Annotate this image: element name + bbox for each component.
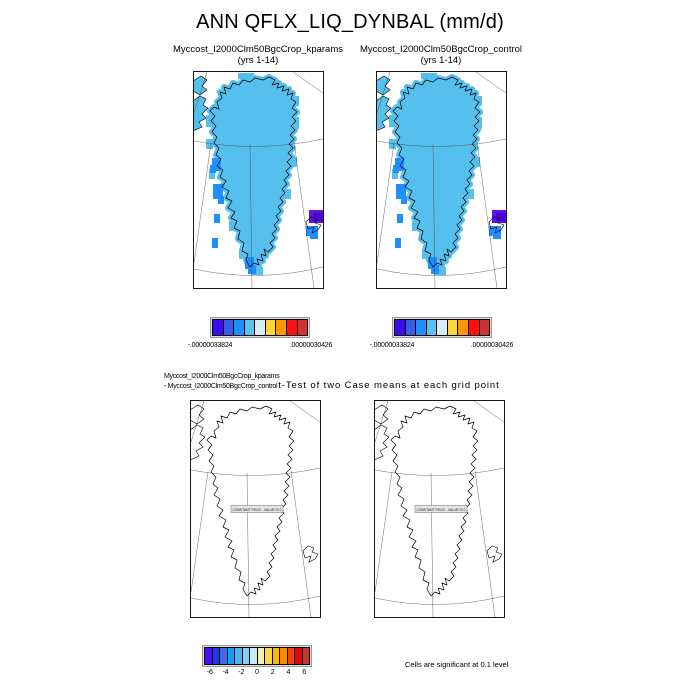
colorbar-cell xyxy=(301,647,310,665)
colorbar-control xyxy=(392,317,492,338)
colorbar-cell xyxy=(296,319,309,336)
tick-label: 6 xyxy=(302,669,307,676)
tick-label: 2 xyxy=(270,669,275,676)
colorbar-control-max-label: .00000030426 xyxy=(470,342,514,349)
colorbar-kparams xyxy=(210,317,310,338)
panel-title-kparams-years: (yrs 1-14) xyxy=(237,55,279,66)
colorbar-cell xyxy=(478,319,491,336)
map-ttest-control: CONSTANT FIELD - VALUE IS 0 xyxy=(373,400,505,623)
map-control xyxy=(375,71,507,294)
difference-caption: Myccost_I2000Clm50BgcCrop_kparams - Mycc… xyxy=(164,372,500,391)
ttest-caption: t-Test of two Case means at each grid po… xyxy=(278,380,500,391)
colorbar-kparams-max-label: .00000030426 xyxy=(289,342,333,349)
colorbar-control-min-label: -.00000033824 xyxy=(369,342,415,349)
significance-note: Cells are significant at 0.1 level xyxy=(405,660,509,669)
panel-title-control: Myccost_I2000Clm50BgcCrop_control (yrs 1… xyxy=(311,44,571,66)
map-ttest-kparams: CONSTANT FIELD - VALUE IS 0 xyxy=(189,400,321,623)
tick-label: 4 xyxy=(286,669,291,676)
panel-title-control-years: (yrs 1-14) xyxy=(420,55,462,66)
panel-title-kparams: Myccost_I2000Clm50BgcCrop_kparams (yrs 1… xyxy=(128,44,388,66)
svg-text:CONSTANT FIELD - VALUE IS 0: CONSTANT FIELD - VALUE IS 0 xyxy=(417,508,466,512)
page-title: ANN QFLX_LIQ_DYNBAL (mm/d) xyxy=(196,11,504,33)
svg-text:CONSTANT FIELD - VALUE IS 0: CONSTANT FIELD - VALUE IS 0 xyxy=(233,508,282,512)
colorbar-kparams-min-label: -.00000033824 xyxy=(187,342,233,349)
tick-label: -2 xyxy=(238,669,245,676)
tick-label: -6 xyxy=(206,669,213,676)
colorbar-ttest xyxy=(202,645,312,667)
difference-caption-line2: - Myccost_I2000Clm50BgcCrop_controlt-Tes… xyxy=(164,380,500,391)
panel-title-control-name: Myccost_I2000Clm50BgcCrop_control xyxy=(359,44,523,55)
tick-label: -4 xyxy=(222,669,229,676)
tick-label: 0 xyxy=(255,669,259,676)
panel-title-kparams-name: Myccost_I2000Clm50BgcCrop_kparams xyxy=(172,44,344,55)
map-kparams xyxy=(192,71,324,294)
difference-caption-line1: Myccost_I2000Clm50BgcCrop_kparams xyxy=(164,373,280,380)
colorbar-ttest-ticks: -6 -4 -2 0 2 4 6 xyxy=(202,669,312,679)
